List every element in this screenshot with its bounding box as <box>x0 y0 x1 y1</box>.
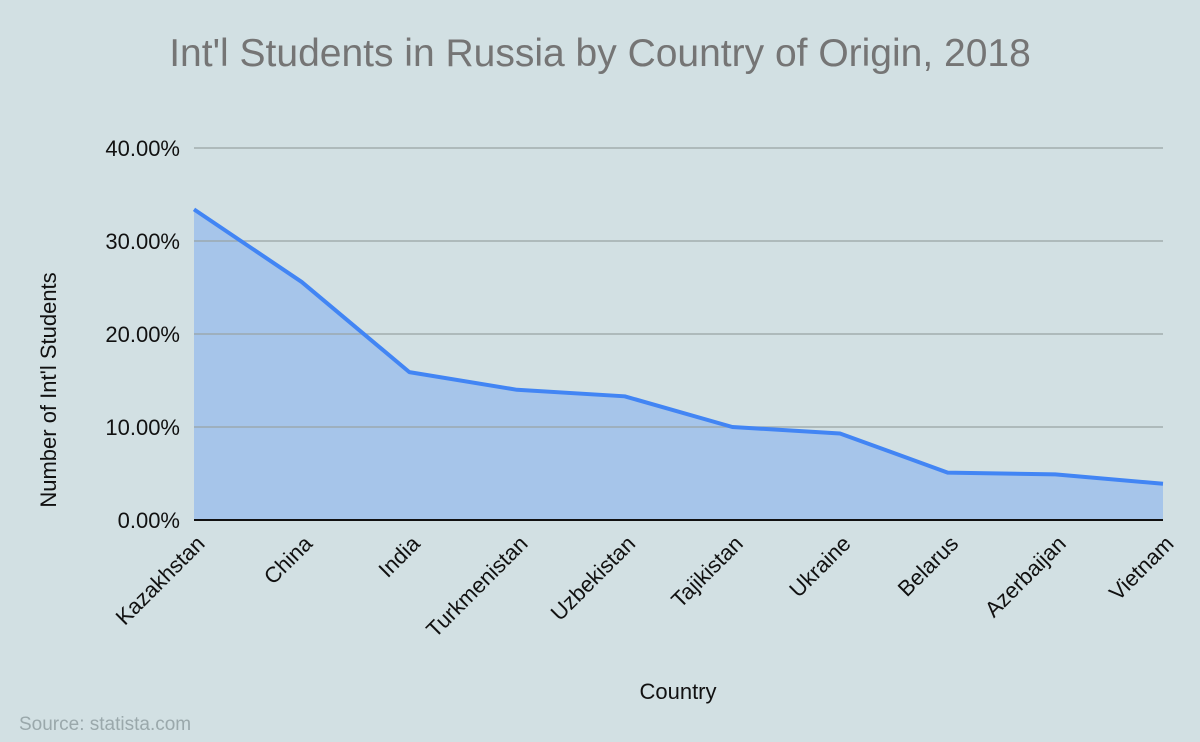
x-tick-label: Tajikistan <box>666 531 748 613</box>
y-tick-label: 10.00% <box>105 415 180 440</box>
y-tick-label: 40.00% <box>105 136 180 161</box>
area-fill <box>194 209 1163 520</box>
x-tick-label: Ukraine <box>784 531 855 602</box>
y-tick-label: 0.00% <box>118 508 180 533</box>
x-axis-title: Country <box>639 679 716 704</box>
x-tick-label: Vietnam <box>1104 531 1178 605</box>
x-tick-label: Turkmenistan <box>421 531 532 642</box>
x-tick-label: China <box>259 530 318 589</box>
x-tick-label: Kazakhstan <box>111 531 210 630</box>
x-tick-label: Belarus <box>893 531 963 601</box>
source-note: Source: statista.com <box>19 714 192 735</box>
chart-title: Int'l Students in Russia by Country of O… <box>169 32 1031 75</box>
y-tick-label: 20.00% <box>105 322 180 347</box>
y-axis-title: Number of Int'l Students <box>36 272 61 507</box>
data-line <box>192 207 1164 486</box>
x-tick-label: Uzbekistan <box>546 531 641 626</box>
x-tick-label: India <box>373 530 425 582</box>
y-tick-label: 30.00% <box>105 229 180 254</box>
x-tick-label: Azerbaijan <box>980 531 1071 622</box>
